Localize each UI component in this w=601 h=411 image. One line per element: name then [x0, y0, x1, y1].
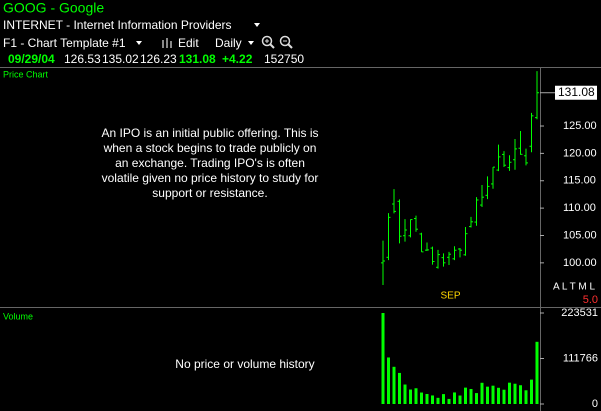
volume-bar: [480, 382, 484, 404]
volume-bar: [524, 390, 528, 404]
y-tick-label: 105.00: [563, 229, 597, 241]
zoom-out[interactable]: [279, 35, 293, 49]
y-tick-label: 100.00: [563, 257, 597, 269]
quote-change: +4.22: [222, 52, 253, 66]
volume-bar: [431, 395, 434, 404]
y-tick-label: 120.00: [563, 147, 597, 159]
volume-bar: [513, 383, 517, 404]
volume-bar: [387, 357, 390, 404]
volume-bar: [475, 393, 478, 404]
annotation: an exchange. Trading IPO's is often: [115, 156, 305, 170]
volume-bar: [442, 394, 445, 404]
quote-high: 135.02: [102, 52, 139, 66]
volume-bar: [447, 398, 451, 404]
last-price-label: 131.08: [558, 85, 595, 99]
template-select[interactable]: F1 - Chart Template #1: [3, 36, 126, 50]
quote-volume: 152750: [264, 52, 304, 66]
industry-dropdown[interactable]: [254, 23, 260, 27]
y-tick-label: 115.00: [563, 175, 596, 187]
indicator-keys: A L T M L: [553, 282, 595, 293]
volume-bar: [486, 386, 489, 404]
y-tick-label: 0: [592, 398, 598, 410]
volume-bar: [453, 392, 456, 404]
volume-bar: [519, 385, 522, 404]
volume-bar: [392, 366, 396, 404]
volume-bar: [398, 372, 401, 404]
indicator-value: 5.0: [583, 294, 598, 306]
quote-date: 09/29/04: [8, 52, 55, 66]
volume-bar: [458, 395, 462, 404]
quote-close: 131.08: [179, 52, 216, 66]
annotation: No price or volume history: [175, 357, 314, 371]
template-dropdown[interactable]: [136, 41, 142, 45]
volume-bar: [491, 385, 495, 404]
edit-button[interactable]: Edit: [178, 36, 199, 50]
volume-bar: [508, 382, 511, 404]
volume-bar: [381, 312, 385, 404]
panel-title: Volume: [3, 311, 33, 321]
symbol-title: GOOG - Google: [3, 0, 104, 16]
volume-bar: [469, 388, 473, 404]
y-tick-label: 110.00: [563, 202, 596, 214]
last-price-box: [555, 85, 597, 100]
period-dropdown[interactable]: [248, 41, 254, 45]
volume-bar: [409, 389, 412, 404]
volume-bar: [425, 393, 429, 404]
annotation: An IPO is an initial public offering. Th…: [102, 126, 319, 140]
volume-bar: [530, 379, 533, 404]
y-tick-label: 125.00: [563, 120, 597, 132]
annotation: support or resistance.: [152, 186, 267, 200]
quote-open: 126.53: [64, 52, 101, 66]
quote-low: 126.23: [140, 52, 177, 66]
annotation: volatile given no price history to study…: [102, 171, 319, 185]
panel-title: Price Chart: [3, 69, 49, 79]
volume-bar: [436, 397, 440, 404]
zoom-in[interactable]: [261, 35, 275, 49]
y-tick-label: 111766: [563, 352, 598, 364]
annotation: when a stock begins to trade publicly on: [103, 141, 317, 155]
volume-bar: [497, 387, 500, 404]
volume-bar: [535, 341, 539, 404]
edit-icon[interactable]: [162, 38, 172, 48]
volume-bar: [464, 387, 467, 404]
volume-bar: [502, 389, 506, 404]
x-tick-label: SEP: [440, 291, 460, 302]
y-tick-label: 223531: [561, 307, 598, 319]
volume-bar: [420, 392, 423, 404]
industry[interactable]: INTERNET - Internet Information Provider…: [3, 18, 232, 32]
volume-bar: [414, 388, 418, 404]
volume-bar: [403, 384, 407, 404]
period-select[interactable]: Daily: [215, 36, 242, 50]
